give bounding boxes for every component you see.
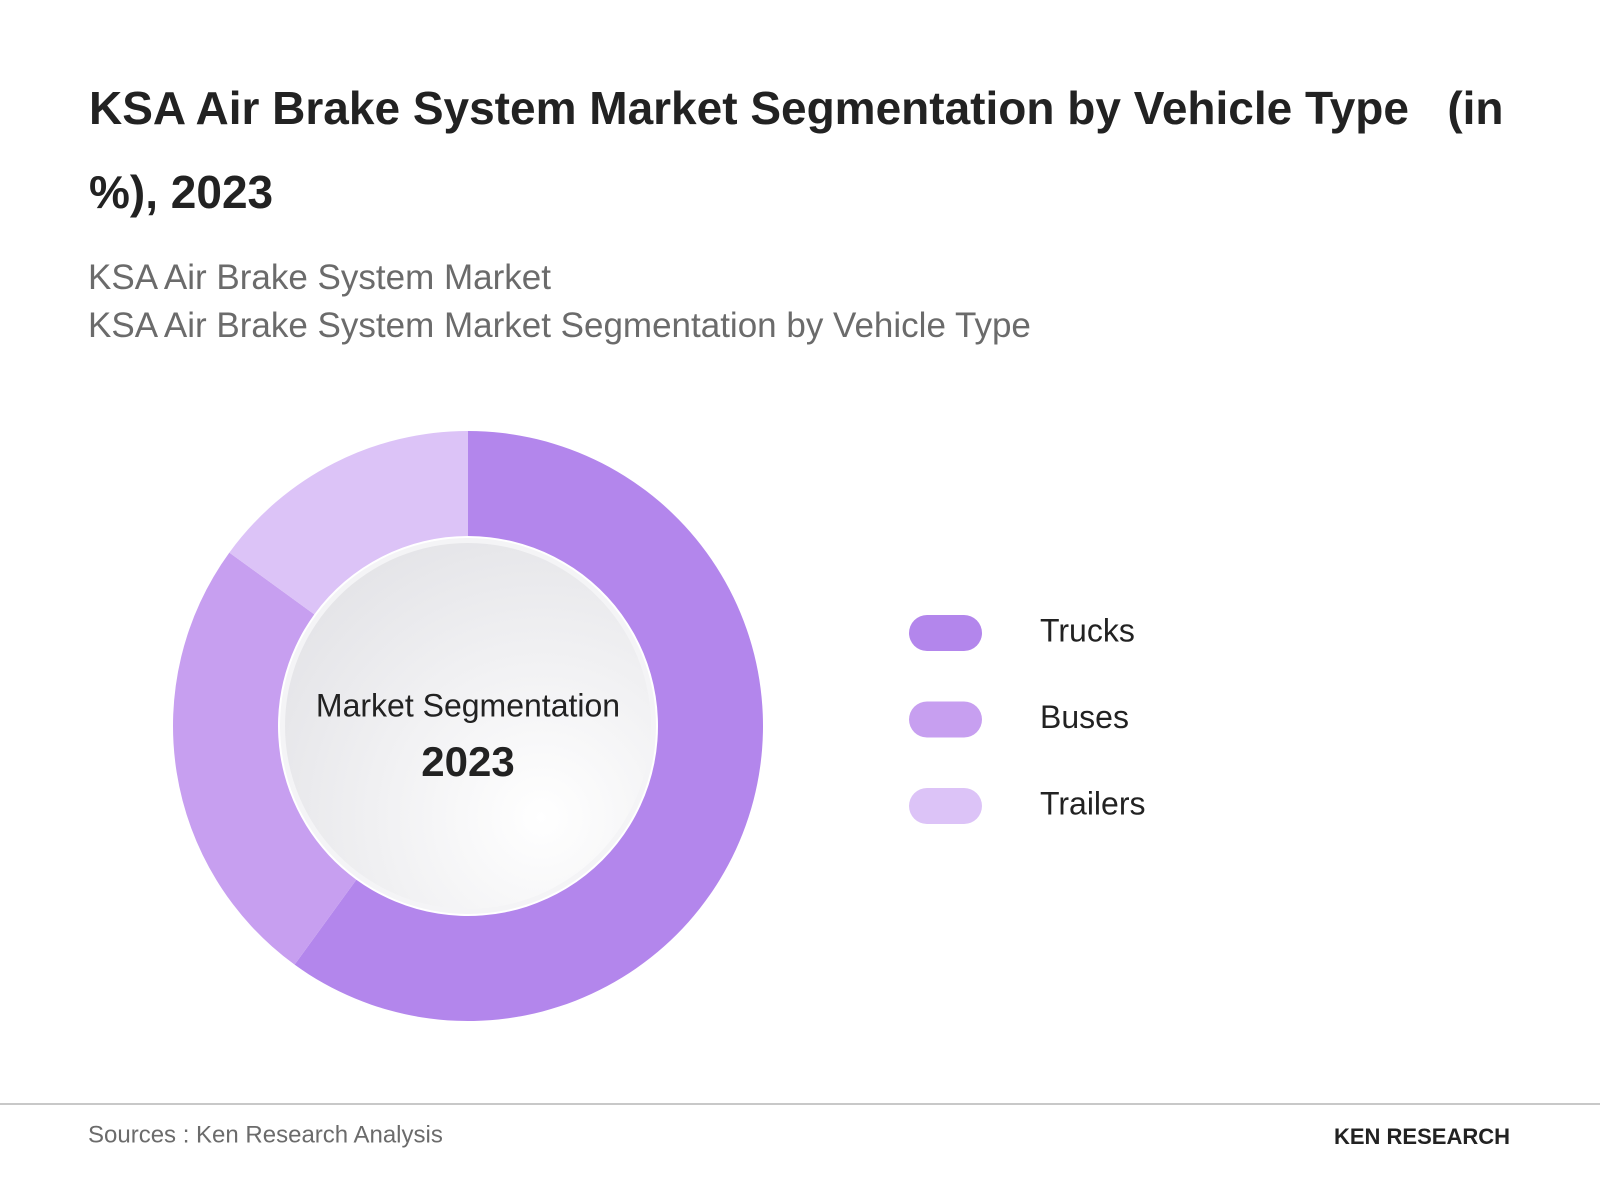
legend-label: Buses — [1040, 699, 1129, 735]
legend-label: Trailers — [1040, 785, 1145, 821]
legend-label: Trucks — [1040, 612, 1135, 648]
legend-swatch — [909, 788, 982, 824]
legend-swatch — [909, 701, 982, 738]
center-year: 2023 — [421, 738, 514, 785]
brand-logo: KEN RESEARCH — [1334, 1124, 1510, 1149]
center-disc — [285, 543, 651, 909]
center-label: Market Segmentation — [316, 687, 620, 723]
source: Sources : Ken Research Analysis — [88, 1121, 443, 1148]
chart-title: KSA Air Brake System Market Segmentation… — [89, 82, 1517, 218]
donut-slice — [294, 431, 763, 1021]
donut-slice — [229, 431, 468, 615]
subtitle: KSA Air Brake System Market Segmentation… — [88, 306, 1031, 345]
subtitle: KSA Air Brake System Market — [88, 258, 551, 297]
donut-slice — [172, 552, 357, 965]
legend-swatch — [909, 615, 982, 651]
